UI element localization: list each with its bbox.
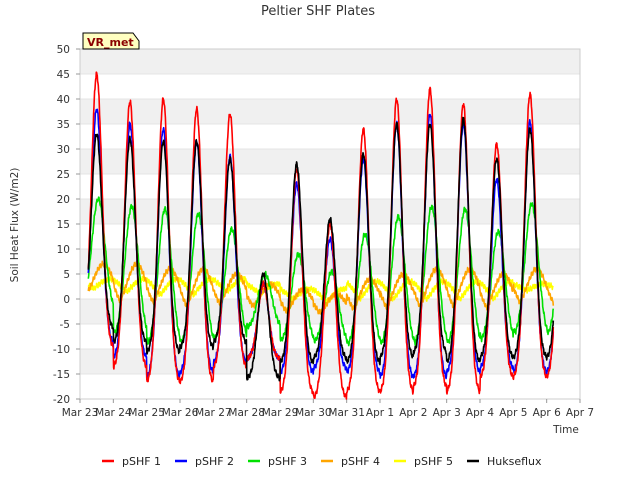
y-tick-label: 15 [57,219,70,231]
grid-band [80,99,580,124]
x-tick-label: Mar 28 [228,407,265,419]
x-tick-label: Mar 29 [262,407,299,419]
y-tick-label: 30 [57,144,70,156]
x-tick-label: Mar 27 [195,407,232,419]
series-lines [87,71,555,400]
y-tick-label: 40 [57,94,70,106]
x-tick-label: Mar 25 [128,407,165,419]
site-badge-label: VR_met [87,36,134,49]
x-tick-label: Apr 2 [399,407,427,419]
y-tick-label: -15 [53,369,70,381]
x-tick-label: Mar 24 [95,407,132,419]
x-tick-label: Mar 26 [162,407,199,419]
y-tick-label: 10 [57,244,70,256]
site-badge-box [82,32,140,50]
series-line-pshf-4 [87,260,555,315]
grid-band [80,299,580,324]
grid-band [80,349,580,374]
series-line-hukseflux [87,116,555,382]
legend-label: pSHF 3 [268,455,307,468]
x-tick-label: Apr 7 [566,407,594,419]
x-tick-label: Mar 23 [62,407,99,419]
y-tick-label: 50 [57,44,70,56]
y-tick-label: 0 [63,294,70,306]
x-tick-label: Apr 3 [433,407,461,419]
x-axis-label: Time [552,424,579,436]
y-axis-ticks: -20 -15 -10 -5 0 5 10 15 20 25 30 35 40 45 50 [53,44,80,406]
y-tick-label: 35 [57,119,70,131]
grid-bands [80,48,580,400]
site-badge: VR_met [82,32,140,50]
y-tick-label: 20 [57,194,70,206]
legend-label: pSHF 1 [122,455,161,468]
x-tick-label: Apr 1 [366,407,394,419]
y-tick-label: 45 [57,69,70,81]
legend-label: pSHF 5 [414,455,453,468]
legend-label: Hukseflux [487,455,542,468]
grid-band [80,49,580,74]
x-tick-label: Mar 30 [295,407,332,419]
y-tick-label: -5 [60,319,70,331]
legend-label: pSHF 2 [195,455,234,468]
grid-band [80,249,580,274]
legend: pSHF 1 pSHF 2 pSHF 3 pSHF 4 pSHF 5 Hukseflux [102,455,542,468]
x-tick-label: Mar 31 [328,407,365,419]
series-line-pshf-1 [87,71,555,400]
y-tick-label: -20 [53,394,70,406]
chart-title: Peltier SHF Plates [261,4,375,19]
x-tick-label: Apr 6 [533,407,562,419]
x-tick-label: Apr 4 [466,407,495,419]
y-tick-label: -10 [53,344,70,356]
grid-band [80,149,580,174]
y-tick-label: 5 [63,269,70,281]
y-axis-label: Soil Heat Flux (W/m2) [9,168,21,283]
legend-label: pSHF 4 [341,455,380,468]
y-tick-label: 25 [57,169,70,181]
x-tick-label: Apr 5 [499,407,527,419]
series-line-pshf-5 [87,275,554,306]
